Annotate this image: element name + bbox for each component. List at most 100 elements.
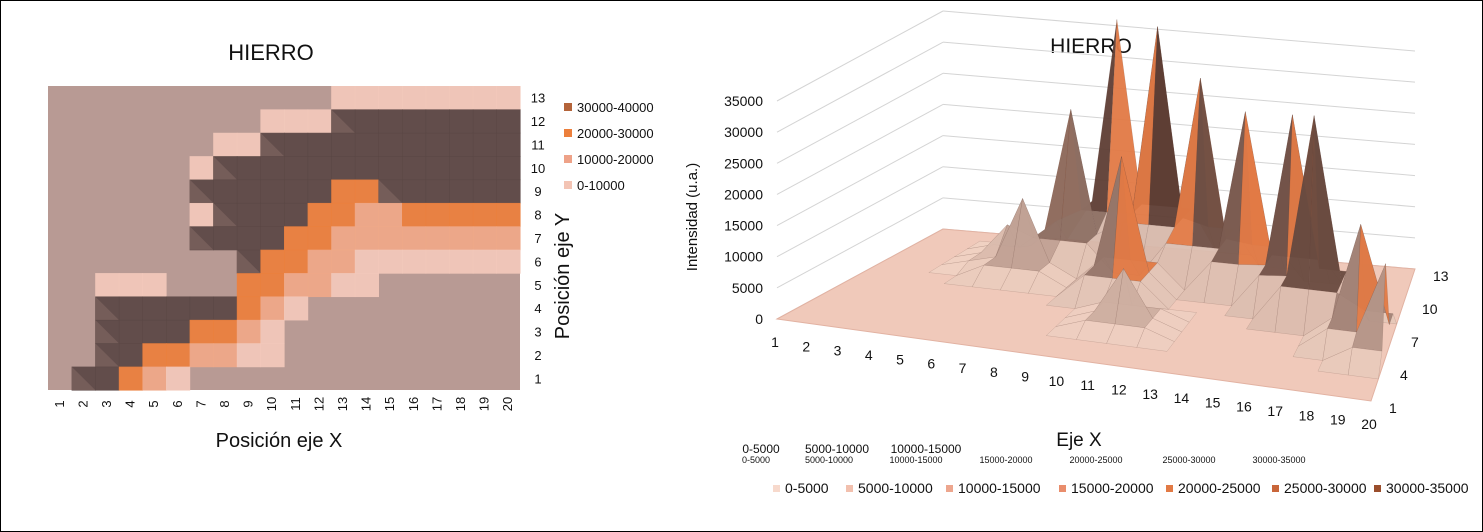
contour-cell <box>118 273 143 298</box>
contour-x-tick: 11 <box>288 397 303 411</box>
surface-x-tick: 12 <box>1111 381 1127 397</box>
contour-cell <box>425 249 450 274</box>
contour-cell <box>449 156 474 181</box>
surface-legend-swatch <box>773 485 780 492</box>
contour-x-tick: 16 <box>406 397 421 411</box>
contour-legend: 30000-40000 20000-30000 10000-20000 0-10000 <box>564 100 654 193</box>
contour-cell <box>260 226 285 251</box>
surface-legend-label: 15000-20000 <box>1071 480 1154 496</box>
contour-cell <box>354 86 379 110</box>
contour-cell <box>307 202 332 227</box>
contour-cell <box>189 296 214 321</box>
contour-cell <box>496 156 521 181</box>
contour-cell <box>213 319 238 344</box>
contour-cell <box>402 249 427 274</box>
contour-x-tick: 12 <box>311 397 326 411</box>
contour-cell <box>402 202 427 227</box>
contour-cell <box>118 343 143 368</box>
contour-legend-swatch <box>564 181 572 189</box>
surface-legend: 0-5000 5000-10000 10000-15000 15000-20000 20… <box>773 480 1469 496</box>
contour-edge <box>95 296 119 320</box>
surface-legend-label: 25000-30000 <box>1284 480 1367 496</box>
surface-z-ticks: 0 5000 10000 15000 20000 25000 30000 35000 <box>724 93 763 327</box>
contour-cell <box>260 156 285 181</box>
contour-x-tick: 10 <box>264 397 279 411</box>
surface-legend-swatch <box>1166 485 1173 492</box>
contour-cell <box>236 273 261 298</box>
contour-cell <box>496 132 521 157</box>
contour-x-tick: 6 <box>170 400 185 407</box>
surface-legend-label: 20000-25000 <box>1178 480 1261 496</box>
surface-facet <box>1274 286 1310 337</box>
contour-cell <box>331 156 356 181</box>
contour-cell <box>354 249 379 274</box>
contour-cell <box>95 366 120 391</box>
surface-gridline <box>942 10 1416 52</box>
contour-cell <box>118 319 143 344</box>
surface-stray-label: 10000-15000 <box>891 442 962 456</box>
surface-x-tick: 16 <box>1236 399 1252 415</box>
contour-legend-label: 20000-30000 <box>577 126 654 141</box>
contour-cell <box>189 319 214 344</box>
contour-cell <box>236 296 261 321</box>
contour-cell <box>449 109 474 134</box>
contour-cell <box>284 132 309 157</box>
surface-legend-swatch <box>846 485 853 492</box>
surface-gridline <box>776 10 944 102</box>
contour-cell <box>142 366 167 391</box>
contour-cell <box>260 249 285 274</box>
surface-gridline <box>776 72 944 164</box>
contour-y-tick: 3 <box>534 325 541 340</box>
contour-cell <box>472 156 497 181</box>
contour-cell <box>472 202 497 227</box>
surface-stray-labels: 0-5000 5000-10000 10000-15000 0-5000 5000-10… <box>742 442 1306 465</box>
surface-legend-label: 10000-15000 <box>958 480 1041 496</box>
contour-cell <box>260 296 285 321</box>
contour-legend-label: 10000-20000 <box>577 152 654 167</box>
contour-cell <box>402 132 427 157</box>
surface-x-tick: 15 <box>1205 394 1221 410</box>
contour-cell <box>449 179 474 204</box>
contour-cell <box>118 366 143 391</box>
contour-edge <box>378 179 402 203</box>
contour-x-tick: 8 <box>217 400 232 407</box>
surface-stray-label: 0-5000 <box>742 442 780 456</box>
contour-cell <box>284 156 309 181</box>
contour-x-tick: 20 <box>500 397 515 411</box>
contour-cell <box>236 202 261 227</box>
surface-gridline <box>942 72 1416 114</box>
contour-x-tick: 19 <box>477 397 492 411</box>
contour-cell <box>378 86 403 110</box>
surface-gridline <box>942 103 1416 145</box>
contour-cell <box>189 156 214 181</box>
contour-edge <box>71 366 96 390</box>
contour-cell <box>331 273 356 298</box>
surface-z-tick: 10000 <box>724 249 763 265</box>
contour-edge <box>213 156 237 180</box>
surface-legend-swatch <box>1272 485 1279 492</box>
surface-x-tick: 5 <box>896 351 904 367</box>
contour-y-tick: 2 <box>534 348 541 363</box>
contour-cell <box>354 109 379 134</box>
contour-cell <box>260 273 285 298</box>
contour-cell <box>425 226 450 251</box>
contour-y-tick: 8 <box>534 208 541 223</box>
contour-edge <box>189 179 214 203</box>
surface-z-tick: 20000 <box>724 186 763 202</box>
contour-x-tick: 5 <box>146 400 161 407</box>
contour-cell <box>260 343 285 368</box>
contour-cell <box>284 202 309 227</box>
contour-cell <box>354 179 379 204</box>
contour-cell <box>378 132 403 157</box>
contour-cell <box>449 86 474 110</box>
contour-x-tick: 7 <box>193 400 208 407</box>
contour-cell <box>260 319 285 344</box>
surface-x-tick: 8 <box>990 364 998 380</box>
surface-x-axis-label: Eje X <box>1056 430 1102 451</box>
contour-cell <box>236 226 261 251</box>
surface-stray-label: 20000-25000 <box>1069 455 1122 465</box>
surface-z-tick: 5000 <box>732 280 763 296</box>
surface-facet <box>1059 109 1097 244</box>
contour-cell <box>354 132 379 157</box>
surface-stray-label: 5000-10000 <box>805 455 853 465</box>
